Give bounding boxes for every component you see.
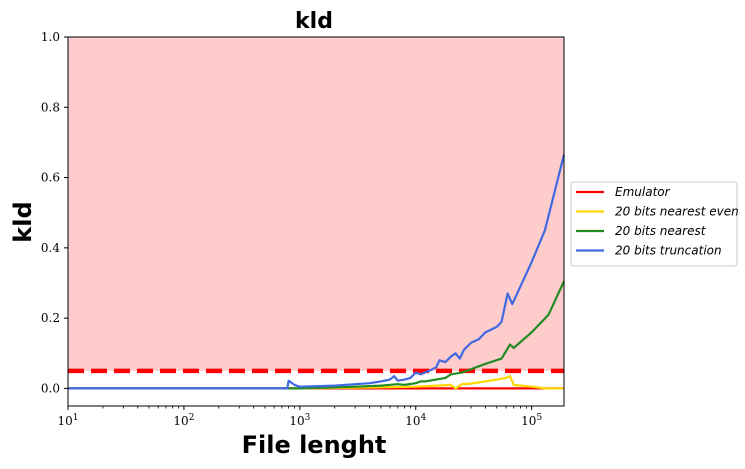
y-axis-label: kld [9,201,37,242]
x-tick-label: 102 [173,413,194,428]
x-tick-label: 105 [521,413,542,428]
legend-label-4: 20 bits truncation [615,244,722,258]
x-tick-label: 103 [289,413,310,428]
y-tick-label: 0.2 [41,311,60,325]
x-tick-label: 101 [57,413,78,428]
series-line-4 [68,154,566,390]
y-tick-label: 0.0 [41,381,60,395]
series-line-3 [68,280,565,390]
legend: Emulator 20 bits nearest even 20 bits near… [570,181,739,267]
shaded-region [68,37,564,371]
y-tick-label: 0.8 [41,100,60,114]
legend-label-1: Emulator [615,185,671,199]
x-tick-label: 104 [405,413,426,428]
y-tick-label: 1.0 [41,30,60,44]
x-axis-label: File lenght [242,431,387,459]
legend-label-2: 20 bits nearest even [615,205,739,219]
plot-area: 0.0 0.2 0.4 0.6 0.8 1.0 101 102 103 104 105 [41,30,566,428]
y-tick-label: 0.6 [41,171,60,185]
chart-title: kld [295,9,333,34]
legend-label-3: 20 bits nearest [615,224,707,238]
y-tick-label: 0.4 [41,241,60,255]
legend-box [570,181,738,267]
axes-frame [67,36,565,407]
